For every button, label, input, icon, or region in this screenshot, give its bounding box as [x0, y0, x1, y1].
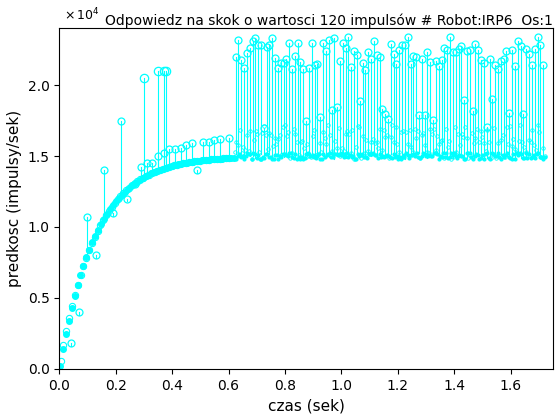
Text: $\times\,10^4$: $\times\,10^4$ [64, 7, 100, 23]
Text: Odpowiedz na skok o wartosci 120 impulsów # Robot:IRP6  Os:1: Odpowiedz na skok o wartosci 120 impulsó… [105, 14, 553, 29]
Y-axis label: predkosc (impulsy/sek): predkosc (impulsy/sek) [7, 110, 22, 287]
X-axis label: czas (sek): czas (sek) [268, 398, 344, 413]
